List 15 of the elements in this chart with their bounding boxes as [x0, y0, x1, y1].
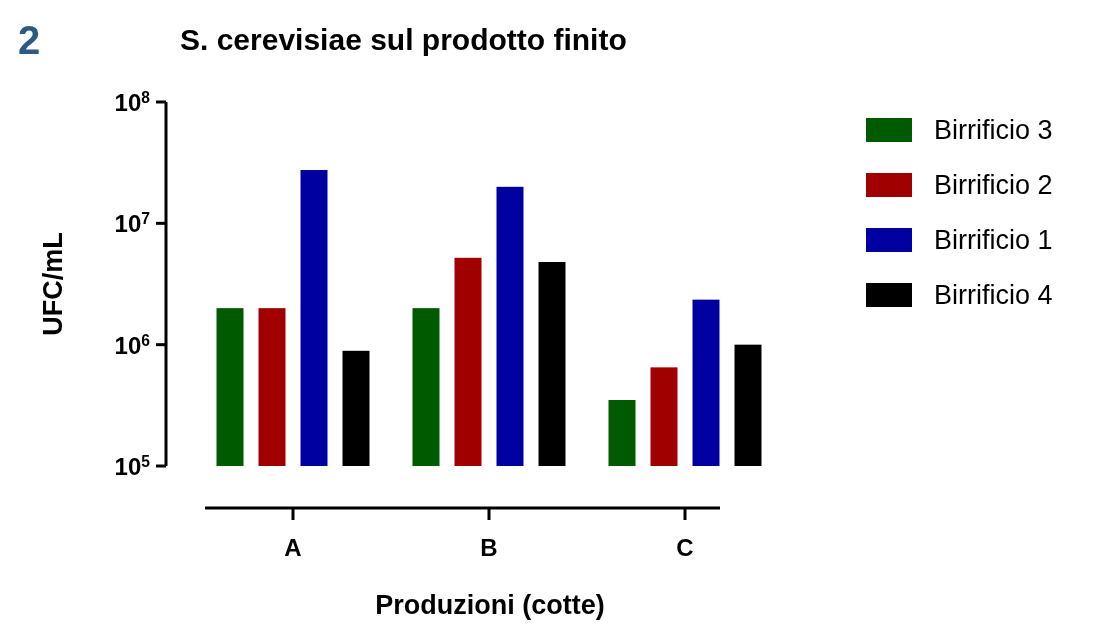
- x-tick-label: B: [480, 534, 498, 561]
- x-tick-label: C: [676, 534, 694, 561]
- y-tick-label: 10$^{8}$: [114, 88, 151, 116]
- text: 2: [18, 18, 41, 62]
- legend-label: Birrificio 2: [934, 170, 1053, 200]
- legend-label: Birrificio 1: [934, 225, 1053, 255]
- x-tick-label: A: [284, 534, 302, 561]
- y-tick-label: 10$^{5}$: [114, 452, 151, 480]
- chart-title: S. cerevisiae sul prodotto finito: [180, 23, 627, 56]
- x-axis-title: Produzioni (cotte): [375, 590, 605, 620]
- y-axis-title: UFC/mL: [38, 232, 68, 336]
- legend-label: Birrificio 4: [934, 280, 1053, 310]
- y-tick-label: 10$^{7}$: [114, 209, 150, 238]
- y-tick-label: 10$^{6}$: [114, 331, 151, 359]
- legend-label: Birrificio 3: [934, 115, 1053, 145]
